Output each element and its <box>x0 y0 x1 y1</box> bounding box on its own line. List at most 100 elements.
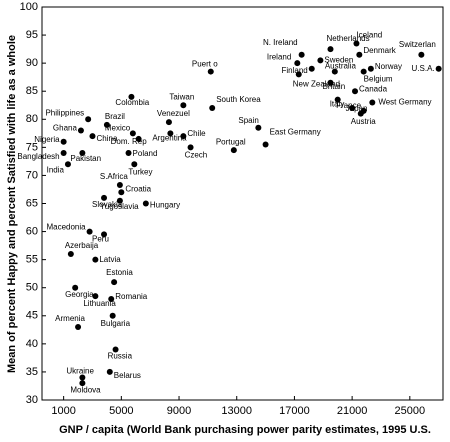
point-label: Azerbaija <box>65 241 99 250</box>
point-label: India <box>47 165 65 174</box>
point-label: Czech <box>185 150 208 159</box>
x-tick-label: 5000 <box>109 405 133 417</box>
point <box>294 60 301 67</box>
point-label: Estonia <box>106 268 133 277</box>
point-label: Georgia <box>65 290 94 299</box>
point-label: Hungary <box>150 201 180 210</box>
x-axis-label: GNP / capita (World Bank purchasing powe… <box>59 424 431 436</box>
point <box>85 116 92 123</box>
point <box>167 130 174 137</box>
point <box>142 200 149 207</box>
point <box>135 135 142 142</box>
point <box>72 284 79 291</box>
x-tick-label: 9000 <box>167 405 191 417</box>
point-label: Bulgaria <box>101 319 131 328</box>
point <box>352 88 359 95</box>
y-tick-label: 40 <box>26 338 38 350</box>
point-label: Chile <box>187 129 206 138</box>
point <box>131 161 138 168</box>
point <box>79 149 86 156</box>
point-label: France <box>336 101 361 110</box>
point <box>103 121 110 128</box>
point <box>435 65 442 72</box>
point <box>101 194 108 201</box>
point <box>86 228 93 235</box>
point-label: Iceland <box>356 31 382 40</box>
point <box>369 99 376 106</box>
point <box>180 133 187 140</box>
point-label: Ghana <box>53 124 78 133</box>
point <box>331 68 338 75</box>
point-label: Mexico <box>105 123 131 132</box>
point-label: Austria <box>351 117 376 126</box>
x-tick-label: 1000 <box>51 405 75 417</box>
y-tick-label: 70 <box>26 169 38 181</box>
point-label: Dom. Rep <box>111 137 148 146</box>
y-tick-label: 35 <box>26 366 38 378</box>
point <box>109 312 116 319</box>
point-label: Venezuel <box>157 109 190 118</box>
point <box>180 102 187 109</box>
point-label: Yugoslavia <box>100 202 139 211</box>
point <box>60 149 67 156</box>
point-label: Britain <box>322 82 345 91</box>
point-label: New Zealand <box>293 79 340 88</box>
point-label: Italy <box>330 100 345 109</box>
point <box>89 133 96 140</box>
y-tick-label: 65 <box>26 197 38 209</box>
x-tick-label: 13000 <box>221 405 252 417</box>
point-label: Peru <box>92 234 109 243</box>
x-tick-label: 21000 <box>337 405 368 417</box>
point <box>230 147 237 154</box>
y-tick-label: 80 <box>26 113 38 125</box>
point <box>209 105 216 112</box>
point <box>367 65 374 72</box>
point <box>349 105 356 112</box>
point-label: Argentina <box>152 133 187 142</box>
point-label: Russia <box>108 352 133 361</box>
point-label: China <box>96 134 117 143</box>
point-label: Nigeria <box>34 135 60 144</box>
point-label: Switzerlan <box>399 40 436 49</box>
point <box>101 231 108 238</box>
point <box>360 68 367 75</box>
point-label: Denmark <box>363 46 396 55</box>
point <box>418 51 425 58</box>
point-label: Moldova <box>70 385 101 394</box>
point-label: Turkey <box>128 167 152 176</box>
point <box>327 79 334 86</box>
y-tick-label: 60 <box>26 225 38 237</box>
y-tick-label: 50 <box>26 282 38 294</box>
point-label: East Germany <box>270 128 321 137</box>
point <box>92 256 99 263</box>
point <box>75 324 82 331</box>
point <box>298 51 305 58</box>
point-label: West Germany <box>378 98 431 107</box>
point-label: Armenia <box>55 314 85 323</box>
point <box>79 374 86 381</box>
point-label: Brazil <box>105 112 125 121</box>
point-label: Taiwan <box>169 92 194 101</box>
y-tick-label: 55 <box>26 254 38 266</box>
point <box>125 149 132 156</box>
point-label: Finland <box>281 66 307 75</box>
point-label: Romania <box>115 292 148 301</box>
point <box>295 71 302 78</box>
y-tick-label: 85 <box>26 85 38 97</box>
point <box>187 144 194 151</box>
point-label: Bangladesh <box>17 152 59 161</box>
point <box>327 46 334 53</box>
point-label: Lithuania <box>83 299 116 308</box>
point <box>92 293 99 300</box>
point-label: Norway <box>375 62 402 71</box>
point-label: Philippines <box>45 108 84 117</box>
point-label: Netherlands <box>326 34 369 43</box>
y-tick-label: 100 <box>20 1 38 13</box>
point <box>108 295 115 302</box>
point-label: Puert o <box>192 60 218 69</box>
y-tick-label: 90 <box>26 57 38 69</box>
point-label: Sweden <box>324 55 353 64</box>
point-label: Pakistan <box>70 154 101 163</box>
point-label: Croatia <box>125 184 151 193</box>
point-label: U.S.A. <box>412 64 435 73</box>
